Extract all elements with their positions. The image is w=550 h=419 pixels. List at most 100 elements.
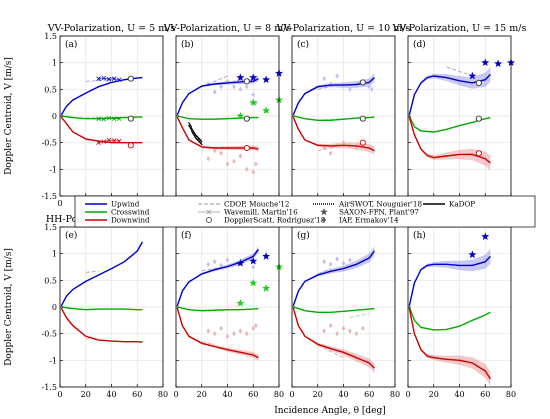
panel-label: (a) [65, 39, 77, 50]
cdop-line-cross [349, 312, 370, 319]
x-tick-label: 80 [158, 390, 168, 399]
legend-swatch [205, 216, 213, 224]
iap-point-up [348, 86, 352, 92]
iap-point-down [254, 323, 258, 329]
panel-label: (g) [297, 230, 310, 241]
kadop-line-down [60, 116, 143, 144]
panel-title: VV-Polarization, U = 10 m/s [276, 23, 411, 34]
iap-point-down [335, 331, 339, 337]
cdop-line-down [201, 341, 215, 345]
y-axis-label: Doppler Centroid, V [m/s] [4, 248, 14, 366]
legend-swatch [322, 217, 326, 223]
x-tick-label: 60 [480, 390, 490, 399]
panel-label: (e) [65, 230, 77, 241]
iap-point-up [322, 76, 327, 82]
iap-point-down [328, 323, 333, 329]
panel-label: (d) [413, 39, 426, 50]
saxon-star-point [249, 98, 258, 107]
uncertainty-band-up [409, 248, 491, 307]
airswot-point [200, 143, 203, 146]
iap-point-up [206, 261, 211, 267]
legend-entry-label: Downwind [111, 216, 150, 225]
legend-entry-label: KaDOP [449, 200, 475, 209]
x-tick-label: 40 [338, 390, 348, 399]
iap-point-up [341, 260, 346, 266]
saxon-star-point [494, 59, 503, 68]
x-tick-label: 80 [274, 390, 284, 399]
kadop-line-cross [61, 306, 143, 311]
legend-entry-label: IAP, Ermakov'14 [339, 216, 399, 225]
x-tick-label: 20 [197, 390, 207, 399]
plot-content [176, 75, 259, 175]
iap-point-up [225, 257, 230, 263]
x-tick-label: 60 [248, 390, 258, 399]
y-tick-label: -1 [49, 165, 57, 174]
wavemill-point-down [111, 138, 117, 143]
dopplerscatt-point-down [127, 142, 134, 149]
iap-point-up [335, 256, 339, 262]
legend-swatch [320, 208, 328, 216]
panel-title: VV-Polarization, U = 5 m/s [47, 23, 176, 34]
kadop-line-up [60, 241, 144, 307]
x-tick-label: 20 [81, 390, 91, 399]
cdop-line-down [317, 344, 344, 359]
iap-point-down [206, 156, 211, 162]
y-tick-label: -0.5 [42, 330, 57, 339]
y-tick-label: -1.5 [42, 383, 57, 392]
y-tick-label: 1.5 [44, 32, 57, 41]
x-tick-label: 0 [289, 390, 294, 399]
saxon-star-point [236, 299, 245, 307]
iap-point-down [238, 328, 243, 334]
iap-point-down [341, 140, 346, 146]
iap-point-up [232, 84, 236, 90]
iap-point-up [367, 84, 372, 90]
x-tick-label: 40 [106, 390, 116, 399]
dopplerscatt-point-up [127, 75, 134, 82]
iap-point-down [251, 325, 256, 331]
cdop-line-down [317, 144, 344, 152]
iap-point-down [328, 150, 333, 156]
legend-entry-label: Crosswind [111, 208, 150, 217]
panel-label: (c) [297, 39, 309, 50]
iap-point-down [354, 331, 359, 337]
uncertainty-band-up [293, 73, 375, 115]
x-tick-label: 60 [364, 390, 374, 399]
plot-content [60, 241, 144, 343]
panel-a: 020406080-1.5-1-0.500.511.5(a)VV-Polariz… [42, 23, 176, 208]
wavemill-point-down [106, 137, 112, 143]
saxon-star-point [249, 73, 258, 81]
kadop-line-up [176, 248, 259, 307]
dopplerscatt-point-cross [475, 115, 482, 122]
panel-label: (f) [181, 230, 191, 241]
iap-point-down [232, 158, 236, 164]
saxon-star-point [262, 75, 271, 84]
iap-point-down [219, 150, 223, 156]
panel-e: 020406080-1.5-1-0.500.511.5(e)HH-Polariz… [42, 214, 178, 399]
dopplerscatt-point-down [359, 139, 366, 146]
wavemill-point-up [96, 76, 101, 81]
uncertainty-band-down [177, 308, 259, 361]
dopplerscatt-point-down [475, 150, 482, 157]
cdop-line-up [85, 270, 99, 273]
saxon-star-point [249, 256, 258, 265]
iap-point-up [251, 92, 256, 98]
iap-point-up [328, 81, 333, 87]
saxon-star-point [262, 284, 271, 292]
iap-point-up [219, 262, 223, 268]
iap-point-down [360, 325, 365, 331]
airswot-point [190, 126, 193, 128]
saxon-star-point [262, 252, 271, 260]
iap-point-down [232, 331, 236, 337]
iap-point-up [238, 86, 243, 92]
y-tick-label: 0.5 [44, 276, 57, 285]
iap-point-up [322, 259, 327, 265]
kadop-line-up [292, 250, 375, 307]
saxon-star-point [236, 259, 245, 267]
cdop-line-up [201, 75, 228, 88]
y-tick-label: 1 [52, 59, 57, 68]
